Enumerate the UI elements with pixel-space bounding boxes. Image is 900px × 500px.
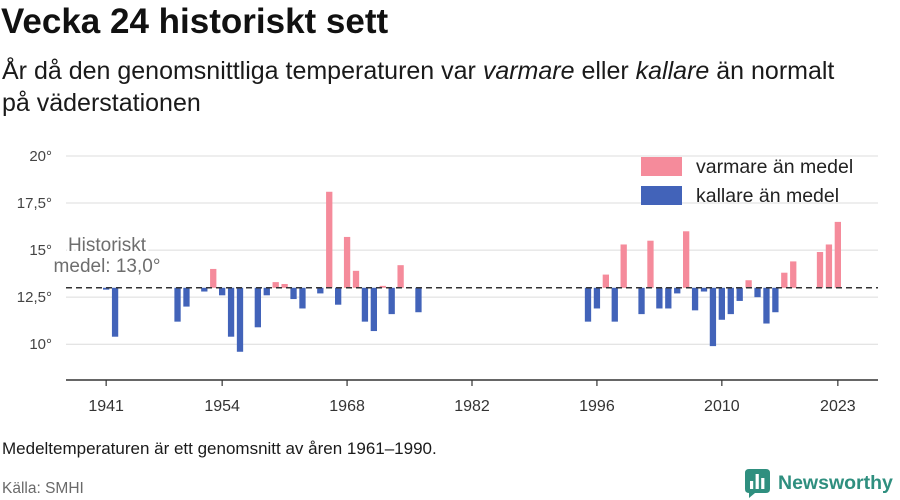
x-tick-label: 1941	[88, 398, 124, 415]
bar-2015	[763, 287, 770, 324]
bar-1972	[379, 285, 386, 288]
legend-swatch-cold	[641, 186, 682, 205]
bar-1959	[263, 287, 270, 296]
x-tick-label: 1968	[329, 398, 365, 415]
bar-1955	[227, 287, 235, 337]
x-tick-label: 2023	[820, 398, 856, 415]
x-tick-label: 1954	[204, 398, 240, 415]
y-tick-label: 17,5°	[17, 195, 52, 212]
annotation-line-2: medel: 13,0°	[54, 256, 161, 277]
bar-2003	[656, 287, 663, 309]
bar-2022	[825, 244, 833, 288]
bar-1996	[593, 287, 601, 309]
subtitle-text-end: än normalt	[709, 57, 835, 85]
bar-2021	[816, 252, 824, 288]
y-grid: 10° 12,5° 15° 17,5° 20°	[17, 148, 878, 353]
bar-2011	[727, 287, 734, 315]
bar-2023	[834, 221, 841, 288]
bar-1954	[219, 287, 226, 296]
bar-1958	[254, 287, 261, 328]
bar-2013	[745, 280, 752, 288]
annotation-line-1: Historiskt	[68, 235, 147, 256]
y-tick-label: 12,5°	[17, 289, 52, 306]
subtitle-line-2: på väderstationen	[2, 89, 201, 117]
x-tick-label: 2010	[704, 398, 740, 415]
x-tick-label: 1996	[579, 398, 615, 415]
bar-1999	[620, 244, 627, 288]
bar-2006	[683, 231, 690, 288]
y-tick-label: 20°	[29, 148, 52, 165]
bar-2001	[638, 287, 645, 315]
chart-title: Vecka 24 historiskt sett	[1, 2, 389, 41]
bar-2002	[647, 240, 654, 288]
bar-1965	[317, 287, 324, 294]
bar-1998	[611, 287, 618, 322]
bar-2012	[736, 287, 743, 301]
x-axis: 1941 1954 1968 1982 1996 2010 2023	[66, 379, 878, 415]
bar-1973	[388, 287, 395, 315]
bar-2004	[665, 287, 672, 309]
bar-2014	[754, 287, 761, 298]
bar-1962	[290, 287, 297, 300]
subtitle-text-middle: eller	[574, 57, 636, 85]
bar-1971	[370, 287, 377, 332]
bars	[103, 191, 841, 352]
bar-1950	[183, 287, 190, 307]
bar-chart-icon	[745, 468, 770, 498]
subtitle-line-1: År då den genomsnittliga temperaturen va…	[2, 55, 834, 87]
bar-1970	[361, 287, 369, 322]
bar-1956	[236, 287, 244, 352]
y-tick-label: 15°	[29, 242, 52, 259]
subtitle-cold-word: kallare	[635, 57, 710, 85]
source-credit: Källa: SMHI	[2, 480, 84, 497]
bar-2017	[781, 272, 788, 288]
footnote: Medeltemperaturen är ett genomsnitt av å…	[2, 439, 437, 458]
bar-2010	[718, 287, 725, 320]
bar-1966	[326, 191, 333, 288]
legend: varmare än medel kallare än medel	[641, 156, 853, 207]
bar-2018	[790, 261, 797, 288]
newsworthy-logo: Newsworthy	[745, 468, 893, 498]
bar-1969	[352, 270, 360, 288]
subtitle-warm-word: varmare	[482, 57, 575, 85]
subtitle-text-start: År då den genomsnittliga temperaturen va…	[2, 57, 483, 85]
bar-1997	[602, 274, 609, 288]
bar-1941	[103, 287, 110, 290]
y-tick-label: 10°	[29, 336, 52, 353]
bar-1976	[415, 287, 422, 313]
bar-1974	[397, 265, 404, 288]
bar-1953	[210, 268, 217, 288]
logo-wordmark: Newsworthy	[778, 471, 893, 494]
bar-1949	[174, 287, 181, 322]
bar-1963	[299, 287, 306, 309]
bar-1942	[111, 287, 119, 337]
bar-1961	[281, 284, 288, 288]
legend-label-cold: kallare än medel	[696, 185, 839, 207]
x-tick-label: 1982	[454, 398, 490, 415]
bar-1968	[343, 236, 351, 288]
baseline-annotation: Historiskt medel: 13,0°	[51, 233, 163, 280]
legend-label-warm: varmare än medel	[696, 156, 853, 178]
bar-1995	[584, 287, 592, 322]
bar-1967	[335, 287, 342, 305]
legend-swatch-warm	[641, 157, 682, 176]
bar-1960	[272, 282, 279, 288]
temperature-bar-chart: 10° 12,5° 15° 17,5° 20° 1941 1954 1968 1982 1996…	[17, 148, 878, 415]
bar-2007	[691, 287, 699, 311]
bar-1952	[201, 287, 208, 292]
bar-2009	[709, 287, 717, 347]
chart-subtitle: År då den genomsnittliga temperaturen va…	[2, 55, 834, 119]
bar-2016	[772, 287, 779, 313]
bar-2008	[700, 287, 708, 292]
bar-2005	[674, 287, 681, 294]
